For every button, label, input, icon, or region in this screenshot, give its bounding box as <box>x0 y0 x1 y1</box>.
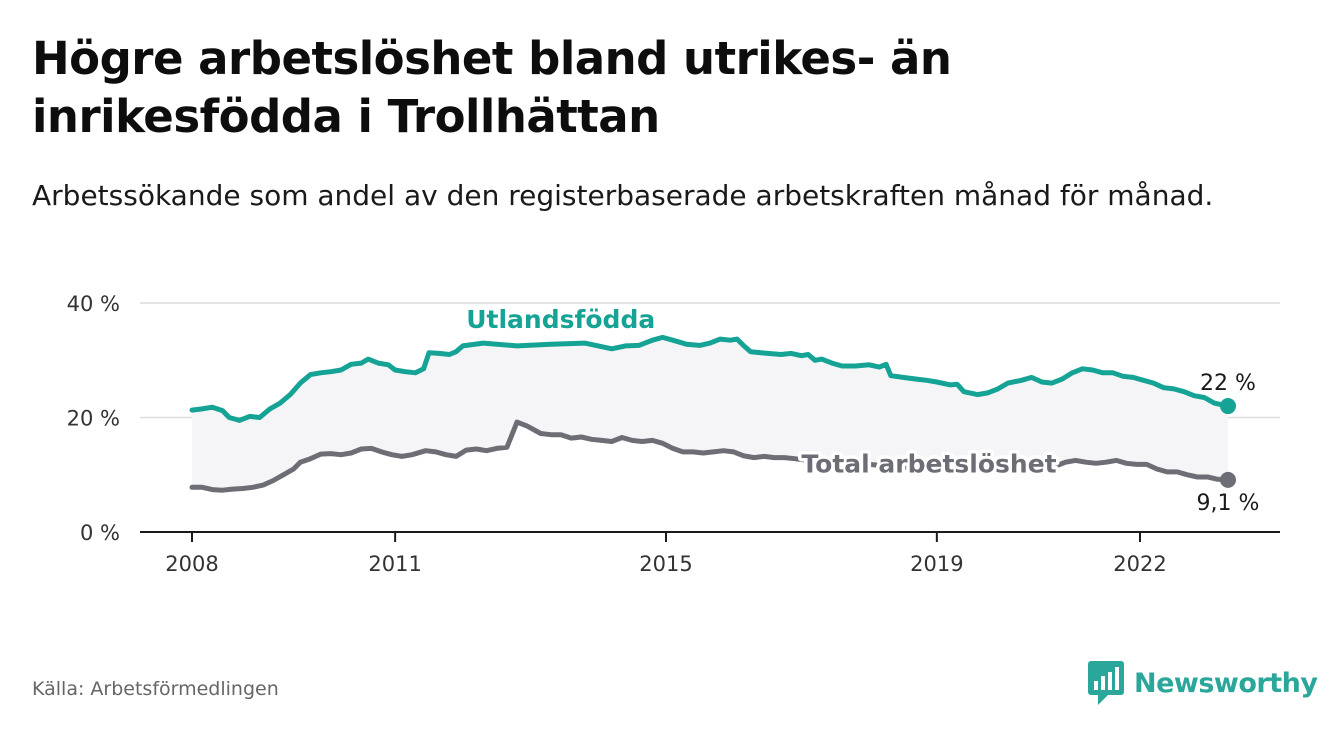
x-axis: 2008 2011 2015 2019 2022 <box>165 532 1167 576</box>
x-tick-label: 2011 <box>368 552 421 576</box>
chart-title: Högre arbetslöshet bland utrikes- än inr… <box>32 32 952 143</box>
end-marker-utlandsfodda <box>1220 398 1236 415</box>
y-axis: 0 % 20 % 40 % <box>67 292 120 545</box>
series-label-utlandsfodda: Utlandsfödda <box>466 305 655 334</box>
x-tick-label: 2019 <box>910 552 963 576</box>
x-tick-label: 2015 <box>639 552 692 576</box>
end-value-utlandsfodda: 22 % <box>1200 371 1256 396</box>
series-label-total: Total arbetslöshet <box>801 449 1056 478</box>
y-tick-label: 20 % <box>67 407 120 431</box>
line-chart: 0 % 20 % 40 % 2008 2011 2015 2019 2022 Utlands… <box>67 292 1280 576</box>
y-tick-label: 0 % <box>80 521 120 545</box>
y-tick-label: 40 % <box>67 292 120 316</box>
chart-subtitle: Arbetssökande som andel av den registerb… <box>32 179 1214 212</box>
source-note: Källa: Arbetsförmedlingen <box>32 678 279 700</box>
x-tick-label: 2022 <box>1113 552 1166 576</box>
brand-name: Newsworthy <box>1134 667 1318 699</box>
end-value-total: 9,1 % <box>1197 491 1260 516</box>
end-marker-total <box>1220 471 1236 488</box>
range-band <box>192 337 1228 491</box>
x-tick-label: 2008 <box>165 552 218 576</box>
newsworthy-logo-icon <box>1088 661 1124 705</box>
series-line-utlandsfodda <box>189 334 1231 423</box>
series-line-total <box>189 419 1231 493</box>
brand-logo: Newsworthy <box>1088 660 1318 706</box>
